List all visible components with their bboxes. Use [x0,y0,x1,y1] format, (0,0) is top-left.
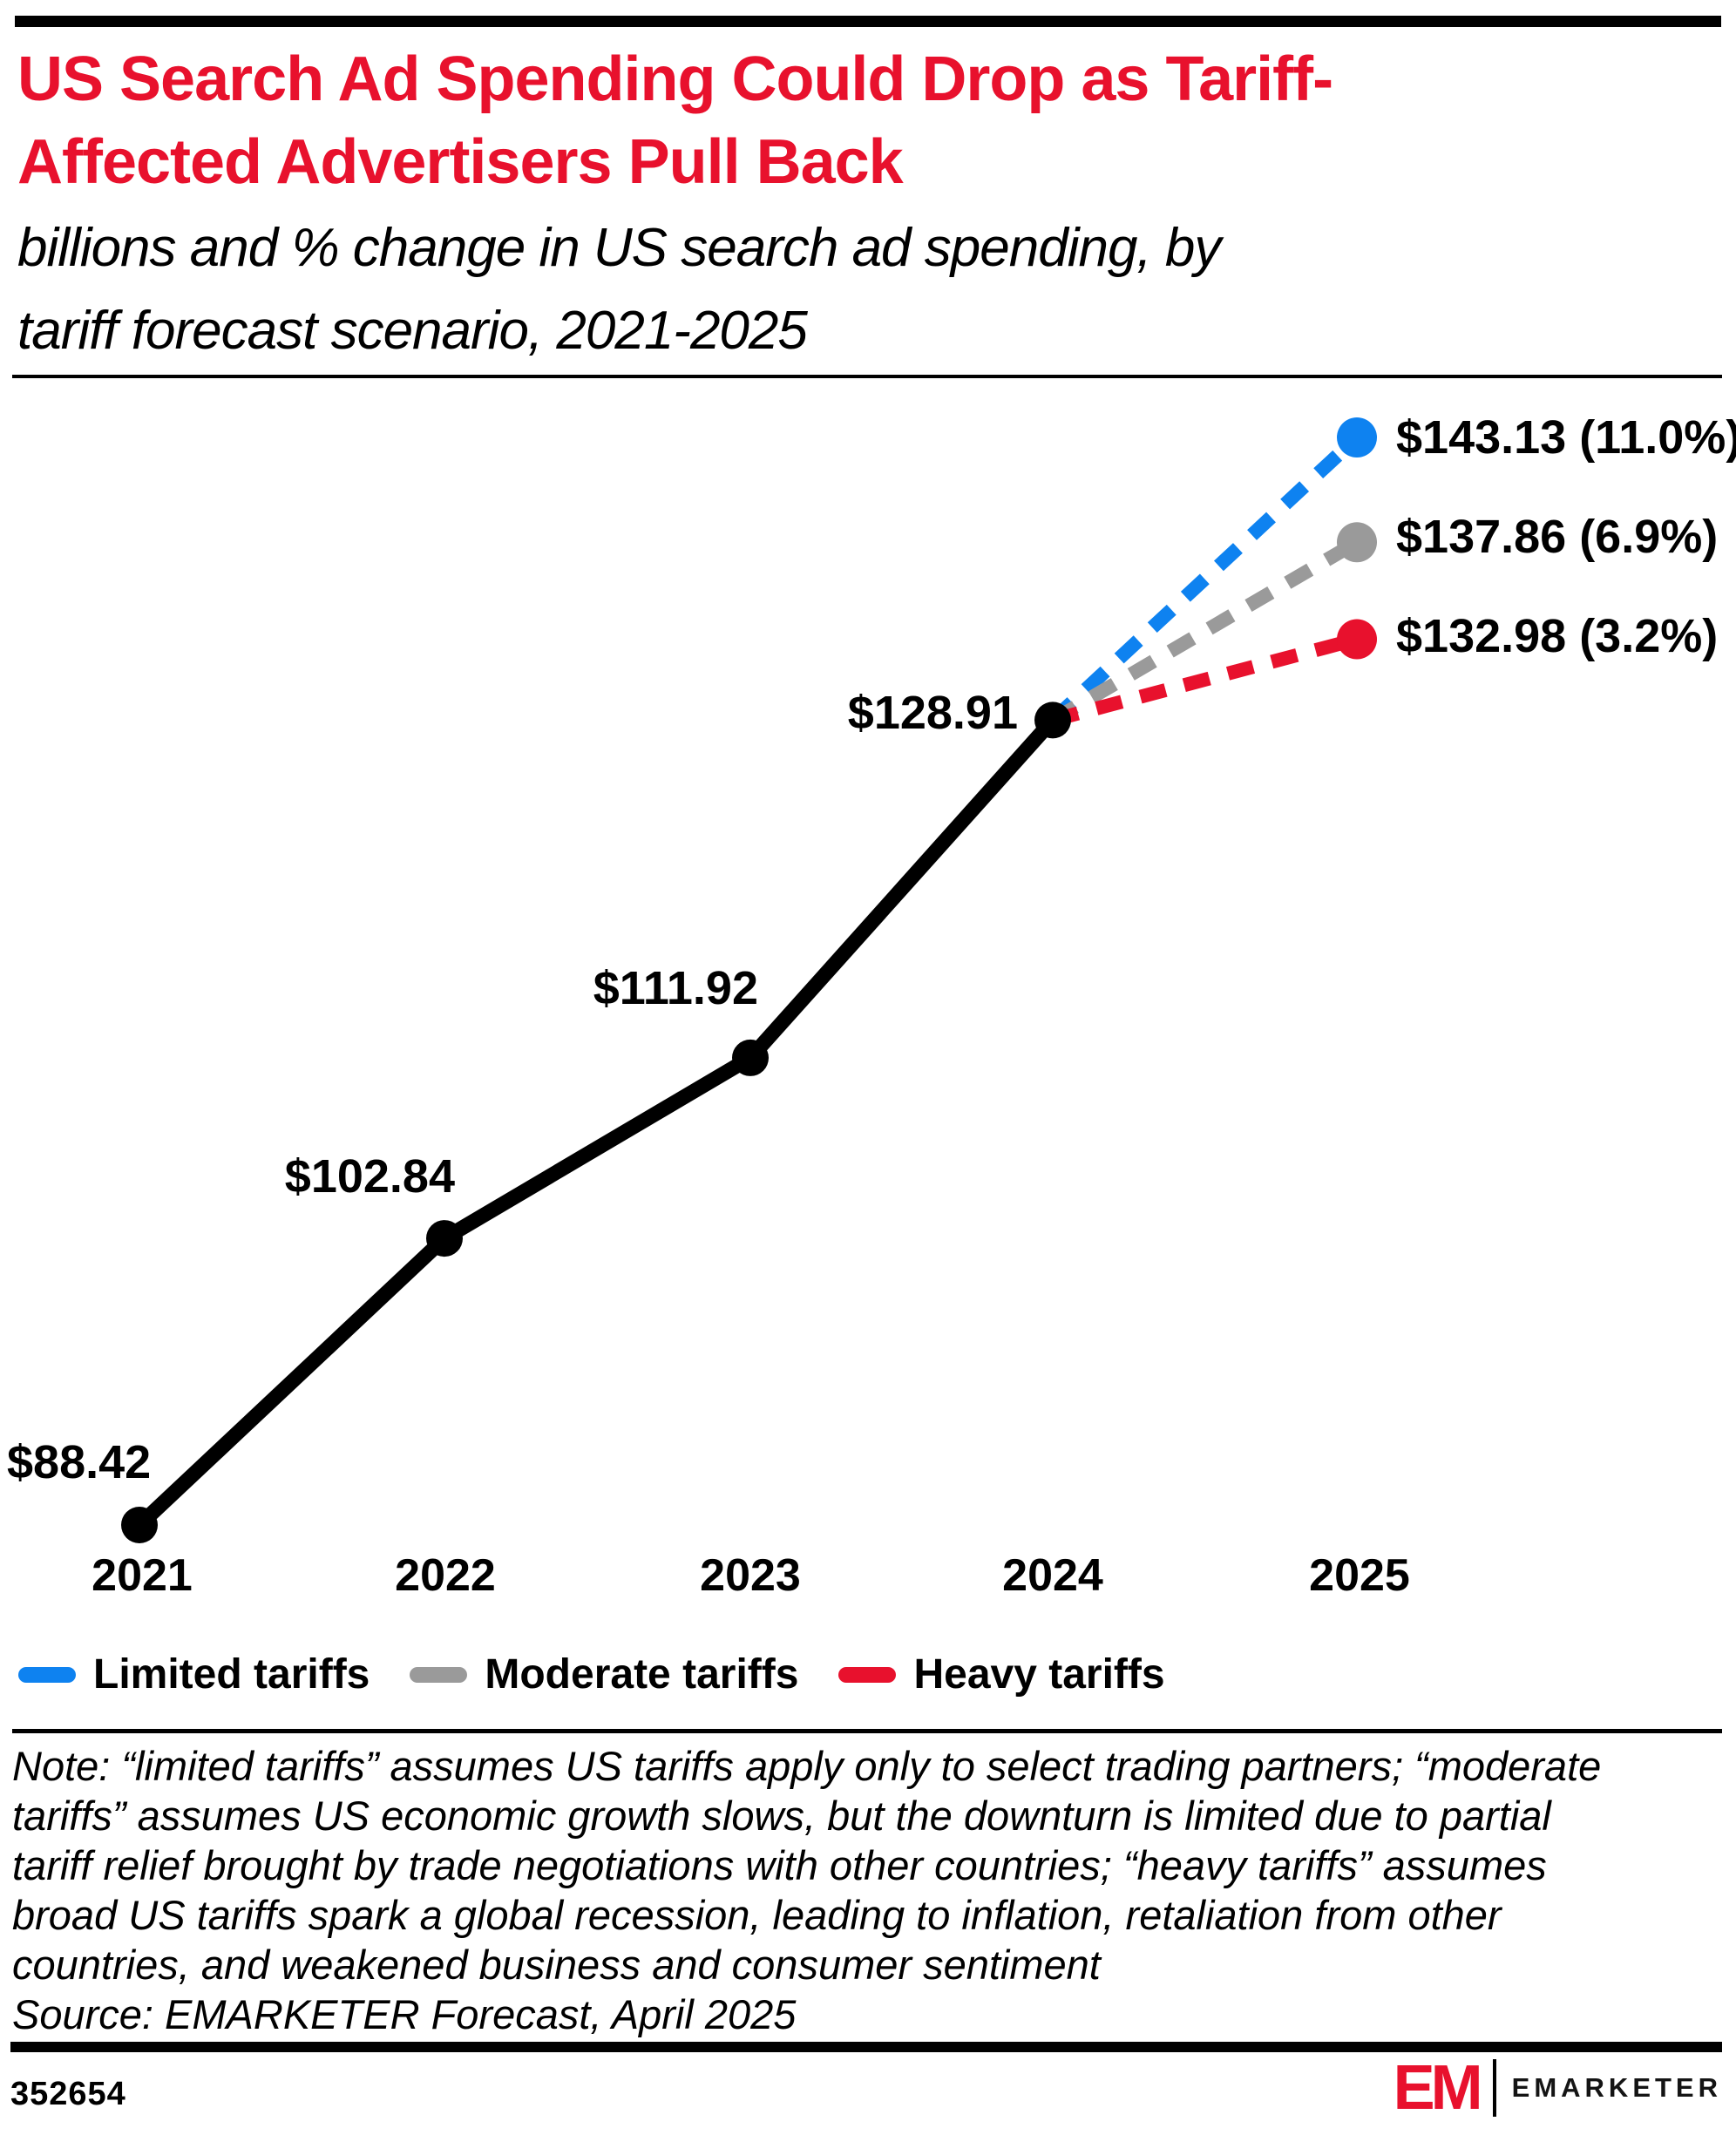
chart-legend: Limited tariffs Moderate tariffs Heavy t… [18,1652,1165,1698]
scenario-endpoint-limited-tariffs [1337,417,1377,458]
chart-title-line2: Affected Advertisers Pull Back [17,127,904,197]
chart-subtitle-line1: billions and % change in US search ad sp… [17,218,1221,278]
legend-swatch-moderate-tariffs-icon [410,1667,468,1683]
emarketer-monogram-icon: EM [1393,2053,1483,2123]
data-label-2024: $128.91 [847,687,1018,739]
scenario-line-limited-tariffs [1048,432,1362,726]
actual-line [134,715,1059,1531]
data-label-2023: $111.92 [593,962,758,1014]
data-label-moderate-tariffs-2025: $137.86 (6.9%) [1396,511,1719,563]
legend-item-heavy-tariffs: Heavy tariffs [838,1651,1165,1698]
legend-item-limited-tariffs: Limited tariffs [18,1652,370,1698]
emarketer-logo: EM EMARKETER [1394,2057,1722,2119]
note-line: countries, and weakened business and con… [12,1942,1101,1988]
data-label-2022: $102.84 [284,1150,455,1203]
top-rule-bar [15,16,1721,27]
legend-swatch-heavy-tariffs-icon [838,1667,897,1683]
data-label-heavy-tariffs-2025: $132.98 (3.2%) [1396,610,1719,662]
x-axis-tick-2024: 2024 [1002,1550,1103,1601]
data-point-2024 [1034,702,1071,739]
data-label-limited-tariffs-2025: $143.13 (11.0%) [1396,411,1736,464]
x-axis-tick-2021: 2021 [92,1550,193,1601]
emarketer-wordmark: EMARKETER [1511,2072,1722,2103]
note-divider [12,1729,1722,1733]
legend-label-heavy-tariffs: Heavy tariffs [913,1651,1165,1698]
x-axis-tick-2022: 2022 [395,1550,496,1601]
scenario-line-heavy-tariffs [1050,632,1360,728]
chart-title-line1: US Search Ad Spending Could Drop as Tari… [17,44,1333,114]
scenario-endpoint-moderate-tariffs [1337,522,1377,563]
data-point-2021 [121,1507,158,1543]
legend-label-moderate-tariffs: Moderate tariffs [485,1651,799,1698]
scenario-line-moderate-tariffs [1048,536,1361,727]
data-point-2022 [426,1220,463,1257]
note-line: Note: “limited tariffs” assumes US tarif… [12,1743,1602,1789]
legend-item-moderate-tariffs: Moderate tariffs [410,1652,798,1698]
note-line: tariff relief brought by trade negotiati… [12,1842,1547,1888]
x-axis-tick-2023: 2023 [700,1550,801,1601]
legend-swatch-limited-tariffs-icon [18,1667,76,1683]
chart-subtitle-line2: tariff forecast scenario, 2021-2025 [17,301,808,361]
logo-divider [1492,2059,1496,2117]
x-axis-tick-2025: 2025 [1309,1550,1410,1601]
legend-label-limited-tariffs: Limited tariffs [93,1651,370,1698]
header-divider [12,375,1722,378]
data-point-2023 [732,1039,769,1076]
chart-note: Note: “limited tariffs” assumes US tarif… [12,1741,1720,2039]
note-line: broad US tariffs spark a global recessio… [12,1892,1502,1938]
chart-id: 352654 [10,2076,126,2112]
scenario-endpoint-heavy-tariffs [1337,619,1377,660]
footer-rule-bar [10,2042,1722,2052]
source-line: Source: EMARKETER Forecast, April 2025 [12,1991,797,2037]
chart-subtitle: billions and % change in US search ad sp… [17,207,1691,372]
data-label-2021: $88.42 [7,1436,152,1488]
note-line: tariffs” assumes US economic growth slow… [12,1793,1551,1839]
chart-title: US Search Ad Spending Could Drop as Tari… [17,38,1673,204]
